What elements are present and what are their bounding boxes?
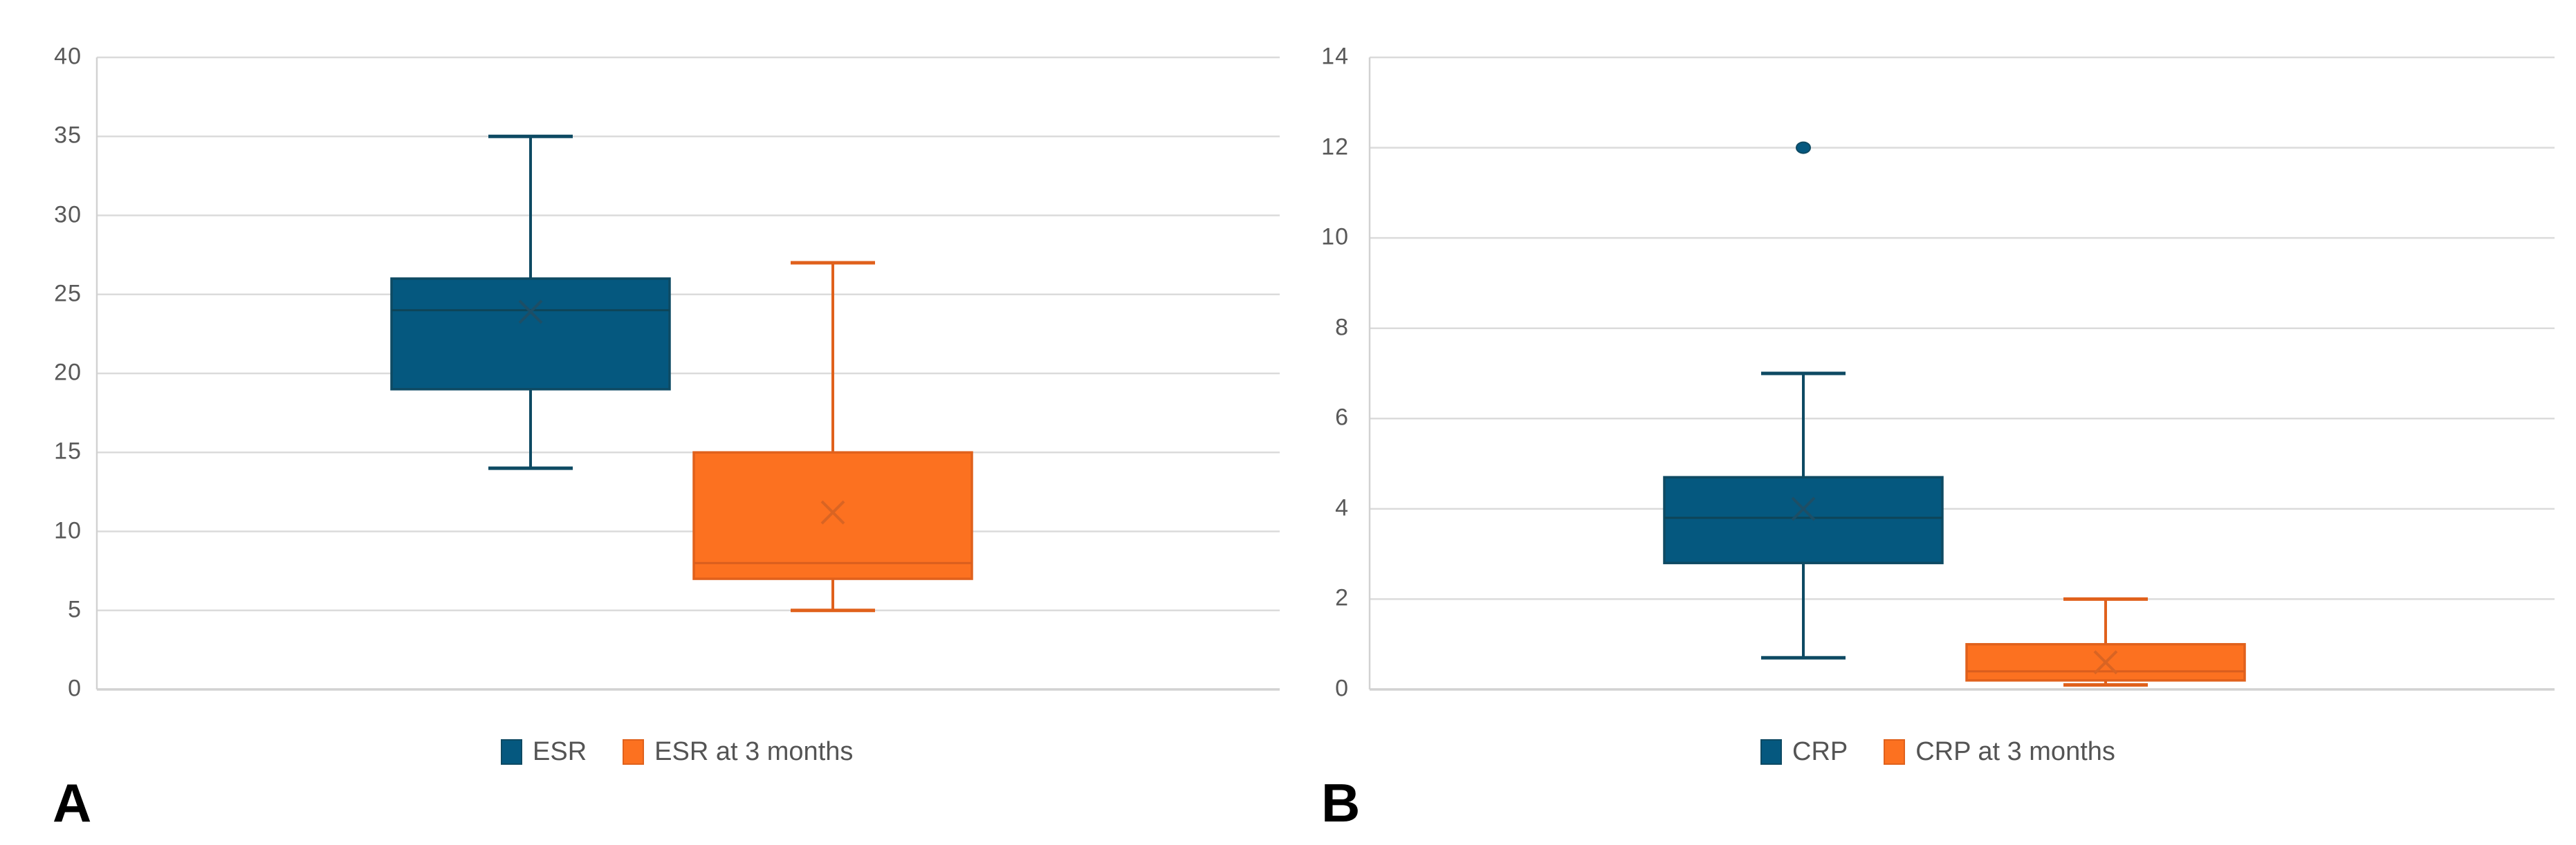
y-tick-label: 6 xyxy=(1335,405,1349,431)
mean-marker xyxy=(518,299,543,324)
y-tick-label: 10 xyxy=(1321,223,1349,250)
legend-swatch-orange xyxy=(623,739,645,765)
box-blue xyxy=(1663,476,1944,564)
y-tick-label: 35 xyxy=(54,122,82,149)
legend-item: CRP at 3 months xyxy=(1884,737,2115,767)
box-blue xyxy=(390,277,671,391)
legend-item: CRP xyxy=(1760,737,1848,767)
box-orange xyxy=(692,451,973,580)
legend-label: CRP xyxy=(1792,737,1848,766)
legend-label: ESR at 3 months xyxy=(654,737,854,766)
legend-item: ESR at 3 months xyxy=(623,737,853,767)
legend-label: ESR xyxy=(533,737,587,766)
y-tick-label: 8 xyxy=(1335,314,1349,341)
y-tick-label: 0 xyxy=(1335,675,1349,702)
y-tick-label: 40 xyxy=(54,43,82,70)
y-tick-label: 4 xyxy=(1335,494,1349,521)
y-tick-label: 25 xyxy=(54,280,82,307)
mean-marker xyxy=(1791,496,1816,521)
y-tick-label: 14 xyxy=(1321,43,1349,70)
y-tick-label: 5 xyxy=(68,596,82,623)
y-tick-label: 2 xyxy=(1335,585,1349,612)
panel-letter: A xyxy=(53,772,92,833)
y-tick-label: 0 xyxy=(68,675,82,702)
legend-label: CRP at 3 months xyxy=(1915,737,2115,766)
legend-swatch-blue xyxy=(1760,739,1782,765)
legend: ESR ESR at 3 months xyxy=(501,737,853,767)
legend-swatch-orange xyxy=(1884,739,1906,765)
y-tick-label: 30 xyxy=(54,201,82,228)
legend-item: ESR xyxy=(501,737,587,767)
legend-swatch-blue xyxy=(501,739,522,765)
legend: CRP CRP at 3 months xyxy=(1760,737,2115,767)
panel-letter: B xyxy=(1321,772,1361,833)
mean-marker xyxy=(820,500,845,525)
y-tick-label: 10 xyxy=(54,517,82,544)
y-tick-label: 15 xyxy=(54,438,82,465)
mean-marker xyxy=(2093,650,2118,675)
outlier-point xyxy=(1796,141,1811,154)
y-tick-label: 12 xyxy=(1321,133,1349,160)
y-tick-label: 20 xyxy=(54,359,82,386)
